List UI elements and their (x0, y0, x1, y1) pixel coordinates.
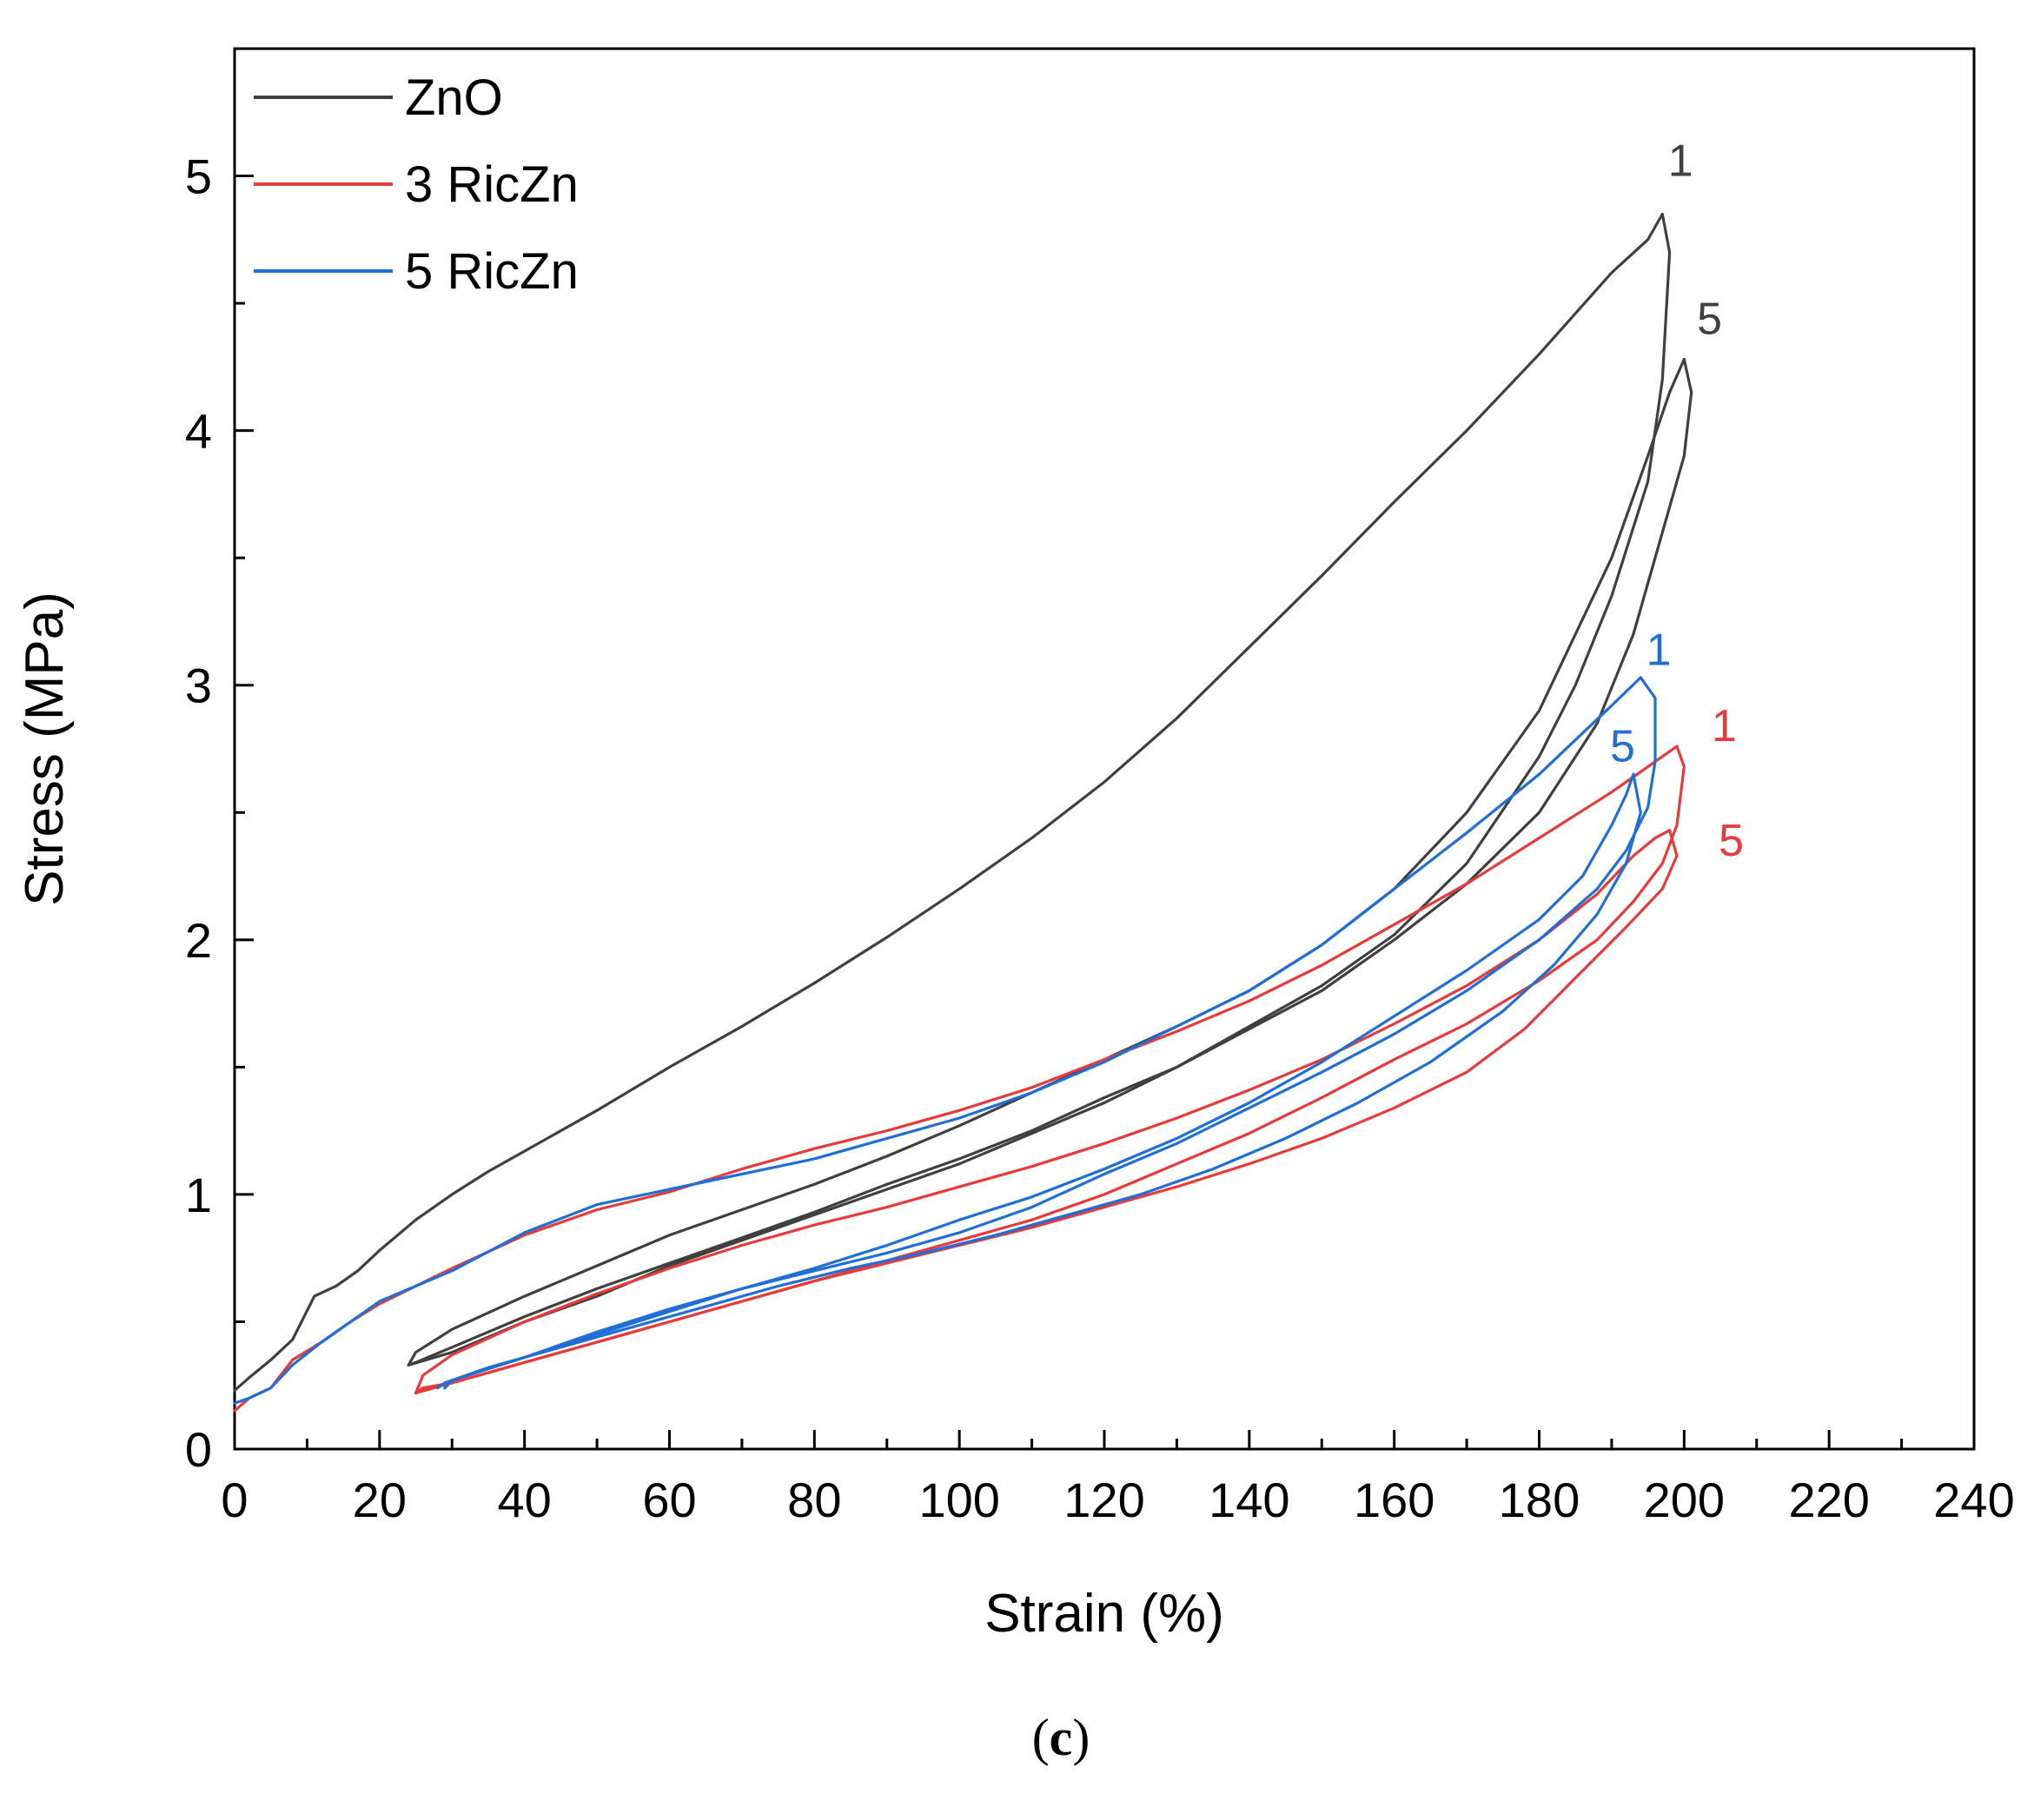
zno-cycle-1-unloading-line (407, 212, 1672, 1367)
figure-caption: (c) (1032, 1709, 1090, 1766)
legend-label: ZnO (405, 69, 503, 126)
cycle-label: 1 (1646, 625, 1672, 675)
3-riczn-cycle-1-loading-line (233, 745, 1679, 1413)
cycle-label: 5 (1610, 722, 1635, 772)
x-tick-label: 200 (1644, 1473, 1725, 1527)
x-tick-label: 120 (1063, 1473, 1144, 1527)
caption-open-paren: ( (1032, 1709, 1050, 1766)
3-riczn-cycle-1-unloading-line (414, 745, 1686, 1395)
x-tick-label: 0 (221, 1473, 248, 1527)
y-axis-title: Stress (MPa) (15, 592, 75, 906)
3-riczn-cycle-5-unloading-line (414, 829, 1679, 1395)
axes-layer: 0 20 40 60 80 100 120 140 160 180 200 220 240 0 1 2 3 4 5 (185, 47, 2015, 1527)
zno-cycle-1-loading-line (233, 212, 1664, 1393)
y-tick-label: 4 (185, 404, 212, 459)
x-axis-title: Strain (%) (984, 1584, 1224, 1644)
legend-label: 5 RicZn (405, 243, 579, 300)
cycle-label: 5 (1697, 294, 1722, 344)
y-tick-label: 3 (185, 659, 212, 713)
3-riczn-cycle-5-loading-line (414, 829, 1672, 1395)
legend: ZnO 3 RicZn 5 RicZn (254, 69, 579, 300)
x-tick-label: 180 (1499, 1473, 1580, 1527)
caption-letter: c (1050, 1709, 1073, 1766)
legend-label: 3 RicZn (405, 156, 579, 213)
x-tick-label: 240 (1933, 1473, 2014, 1527)
cycle-label: 1 (1668, 136, 1693, 187)
x-tick-label: 80 (787, 1473, 841, 1527)
x-tick-label: 160 (1354, 1473, 1434, 1527)
cycle-label: 5 (1719, 816, 1744, 866)
x-tick-label: 140 (1209, 1473, 1289, 1527)
x-tick-label: 100 (918, 1473, 999, 1527)
cycle-label: 1 (1712, 701, 1737, 751)
5-riczn-cycle-5-loading-line (443, 772, 1635, 1390)
x-tick-label: 40 (498, 1473, 552, 1527)
5-riczn-cycle-5-unloading-line (436, 772, 1642, 1390)
y-tick-label: 5 (185, 149, 212, 204)
x-tick-label: 20 (353, 1473, 407, 1527)
x-tick-label: 220 (1788, 1473, 1869, 1527)
y-tick-label: 0 (185, 1422, 212, 1477)
caption-close-paren: ) (1072, 1709, 1090, 1766)
x-tick-label: 60 (642, 1473, 696, 1527)
y-tick-label: 1 (185, 1168, 212, 1222)
curves-layer (233, 212, 1693, 1413)
y-tick-label: 2 (185, 913, 212, 968)
5-riczn-cycle-1-loading-line (233, 676, 1642, 1405)
